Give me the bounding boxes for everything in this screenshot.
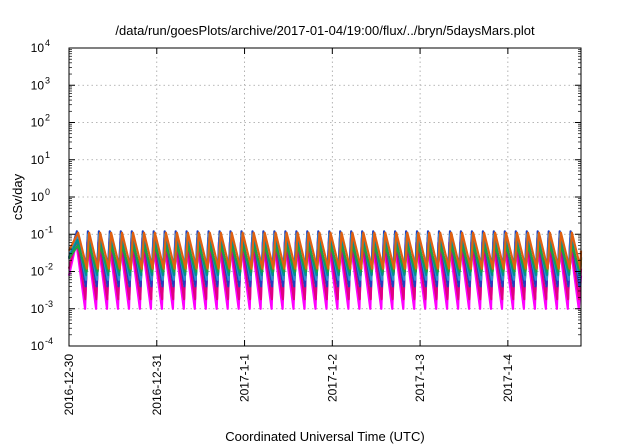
- y-tick-label: 10: [31, 190, 45, 204]
- y-tick-exponent: -1: [45, 224, 53, 234]
- y-tick-label: 10: [31, 78, 45, 92]
- y-tick-label: 10: [31, 116, 45, 130]
- y-tick-label: 10: [31, 302, 45, 316]
- x-tick-label: 2016-12-30: [62, 354, 76, 416]
- y-tick-label: 10: [31, 227, 45, 241]
- y-tick-exponent: -2: [45, 262, 53, 272]
- y-tick-label: 10: [31, 153, 45, 167]
- y-axis-label: cSv/day: [10, 173, 25, 220]
- grid-lines: [69, 48, 581, 346]
- y-tick-exponent: -3: [45, 299, 53, 309]
- x-tick-label: 2016-12-31: [150, 354, 164, 416]
- y-tick-exponent: 2: [45, 113, 50, 123]
- series-layer: [67, 230, 583, 310]
- series-line: [68, 231, 583, 270]
- y-tick-exponent: 3: [45, 75, 50, 85]
- y-tick-exponent: 0: [45, 187, 50, 197]
- x-axis-label: Coordinated Universal Time (UTC): [225, 429, 424, 444]
- x-tick-label: 2017-1-4: [501, 354, 515, 402]
- x-tick-label: 2017-1-1: [238, 354, 252, 402]
- x-tick-label: 2017-1-3: [413, 354, 427, 402]
- x-tick-label: 2017-1-2: [325, 354, 339, 402]
- y-tick-exponent: -4: [45, 336, 53, 346]
- y-tick-label: 10: [31, 41, 45, 55]
- x-axis: 2016-12-30 2016-12-31 2017-1-1 2017-1-2 2017…: [62, 48, 515, 415]
- y-tick-exponent: 1: [45, 150, 50, 160]
- y-tick-label: 10: [31, 265, 45, 279]
- chart-title: /data/run/goesPlots/archive/2017-01-04/1…: [115, 23, 535, 38]
- y-tick-exponent: 4: [45, 38, 50, 48]
- y-tick-label: 10: [31, 339, 45, 353]
